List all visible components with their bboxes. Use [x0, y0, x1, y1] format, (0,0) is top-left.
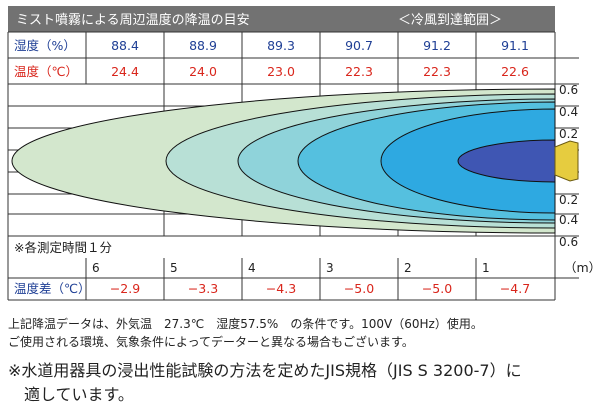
temperature-value: 23.0 — [267, 64, 295, 79]
range-label: ＜冷風到達範囲＞ — [398, 13, 502, 28]
spread-tick-label: 0.2 — [559, 193, 578, 207]
temp-diff-value: −2.9 — [110, 281, 140, 296]
note-disclaimer: ご使用される環境、気象条件によってデーターと異なる場合もございます。 — [8, 335, 414, 349]
humidity-value: 88.9 — [189, 38, 217, 53]
humidity-label: 湿度（%） — [14, 38, 76, 53]
distance-tick-label: 2 — [404, 261, 412, 275]
temp-diff-value: −4.7 — [500, 281, 530, 296]
distance-tick-label: 3 — [326, 261, 334, 275]
humidity-value: 89.3 — [267, 38, 295, 53]
humidity-value: 90.7 — [345, 38, 373, 53]
spread-tick-label: 0.4 — [559, 105, 578, 119]
spread-tick-label: 0.6 — [559, 83, 578, 97]
cooling-zone — [457, 139, 556, 183]
distance-tick-label: 5 — [170, 261, 178, 275]
humidity-value: 88.4 — [111, 38, 139, 53]
temp-diff-value: −5.0 — [344, 281, 374, 296]
nozzle-icon — [554, 140, 579, 182]
temperature-label: 温度（℃） — [14, 64, 78, 79]
distance-tick-label: 1 — [482, 261, 490, 275]
time-note: ※各測定時間１分 — [14, 240, 112, 255]
note-conditions: 上記降温データは、外気温 27.3℃ 湿度57.5% の条件です。100V（60… — [8, 317, 483, 331]
temp-diff-value: −5.0 — [422, 281, 452, 296]
diagram-title: ミスト噴霧による周辺温度の降温の目安 — [16, 12, 250, 28]
humidity-value: 91.1 — [501, 38, 529, 53]
spread-tick-label: 0.2 — [559, 127, 578, 141]
measurement-table: ミスト噴霧による周辺温度の降温の目安 ＜冷風到達範囲＞ 湿度（%） 88.4 88.9 8… — [7, 6, 601, 301]
temp-diff-value: −3.3 — [188, 281, 218, 296]
temperature-value: 24.4 — [111, 64, 139, 79]
mist-plume — [11, 88, 579, 234]
temperature-value: 22.3 — [345, 64, 373, 79]
distance-tick-label: 4 — [248, 261, 256, 275]
footnote-jis-cont: 適しています。 — [8, 385, 134, 404]
footnote-jis: ※水道用器具の浸出性能試験の方法を定めたJIS規格（JIS S 3200-7）に — [8, 361, 522, 380]
distance-unit: （m） — [564, 260, 601, 275]
temperature-value: 24.0 — [189, 64, 217, 79]
spread-tick-label: 0.6 — [559, 235, 578, 249]
spread-tick-label: 0.4 — [559, 213, 578, 227]
title-bar — [8, 6, 555, 32]
temperature-value: 22.3 — [423, 64, 451, 79]
temp-diff-label: 温度差（℃） — [14, 281, 91, 296]
temperature-value: 22.6 — [501, 64, 529, 79]
distance-tick-label: 6 — [92, 261, 100, 275]
temp-diff-value: −4.3 — [266, 281, 296, 296]
humidity-value: 91.2 — [423, 38, 451, 53]
